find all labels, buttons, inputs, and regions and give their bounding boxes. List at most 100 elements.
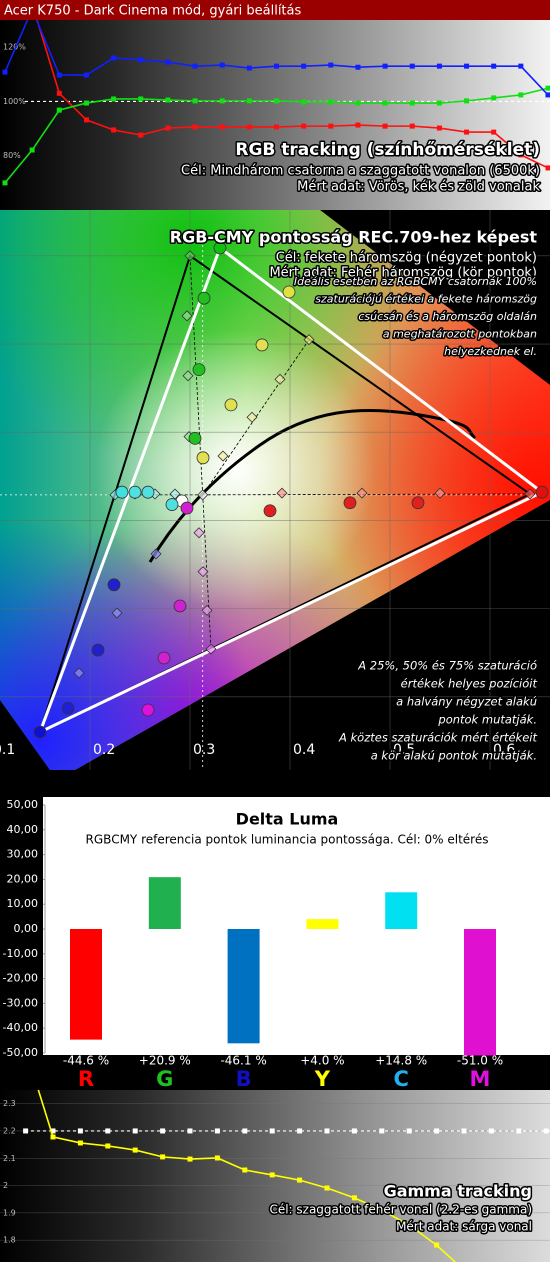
point [56, 90, 62, 96]
point [2, 180, 8, 186]
point [382, 123, 388, 129]
measured-point [188, 432, 202, 445]
point [545, 85, 550, 91]
header-title: Acer K750 - Dark Cinema mód, gyári beáll… [4, 4, 302, 19]
target-point [181, 310, 193, 322]
point [77, 1140, 83, 1146]
y-tick-label: 80% [3, 151, 21, 160]
point [214, 1155, 220, 1161]
value-label: +20.9 % [139, 1054, 191, 1068]
x-tick-label: 0.6 [493, 742, 515, 758]
point [297, 1177, 303, 1183]
point [219, 98, 225, 104]
measured-point [61, 701, 75, 715]
measured-point [535, 485, 549, 499]
bar [70, 929, 102, 1040]
y-tick-label: -50,00 [3, 1046, 38, 1059]
category-label: Y [314, 1067, 331, 1091]
y-tick-label: 100% [3, 97, 26, 106]
target-point [169, 488, 181, 500]
value-label: -51.0 % [457, 1054, 503, 1068]
point [83, 100, 89, 106]
x-tick-label: 0.5 [393, 742, 415, 758]
note: a meghatározott pontokban [383, 328, 537, 341]
point [56, 107, 62, 113]
point [2, 69, 8, 75]
point [301, 99, 307, 105]
target-point [205, 643, 217, 655]
point [132, 1147, 138, 1153]
note: helyezkednek el. [444, 345, 537, 358]
point [328, 99, 334, 105]
target-marker [77, 1128, 83, 1134]
value-label: +4.0 % [300, 1054, 344, 1068]
chart-title: RGB-CMY pontosság REC.709-hez képest [170, 228, 538, 247]
measured-point [141, 703, 155, 717]
note: A 25%, 50% és 75% szaturáció [357, 659, 537, 673]
y-tick-label: -40,00 [3, 1021, 38, 1034]
x-tick-label: 0.1 [0, 742, 15, 758]
x-tick-label: 0.4 [293, 742, 315, 758]
category-label: G [156, 1067, 173, 1091]
y-tick-label: 2.3 [3, 1099, 16, 1108]
target-marker [488, 1128, 494, 1134]
target-point [246, 411, 258, 423]
x-tick-label: 0.2 [93, 742, 115, 758]
target-point [274, 373, 286, 385]
bar [148, 877, 181, 929]
y-tick-label: 50,00 [7, 798, 39, 811]
measured-point [91, 643, 105, 657]
measured-point [107, 578, 121, 592]
category-label: M [470, 1067, 491, 1091]
measured-point [343, 496, 357, 510]
bar [464, 929, 496, 1056]
measured-point [165, 498, 179, 511]
gamut-background [0, 210, 550, 770]
target-point [356, 487, 368, 499]
target-point [150, 548, 162, 560]
annotation: Mért adat: Vörös, kék és zöld vonalak [297, 180, 540, 195]
point [111, 96, 117, 102]
note: Ideális esetben az RGBCMY csatornák 100% [294, 275, 537, 288]
category-label: B [236, 1067, 252, 1091]
point [436, 125, 442, 131]
target-point [111, 607, 123, 619]
note: csúcsán és a háromszög oldalán [358, 310, 537, 323]
target-point [524, 488, 536, 500]
annotation: Cél: Mindhárom csatorna a szaggatott von… [181, 164, 540, 179]
point [324, 1185, 330, 1191]
y-tick-label: 120% [3, 43, 26, 52]
target-marker [50, 1128, 56, 1134]
y-tick-label: 30,00 [7, 848, 39, 861]
target-marker [242, 1128, 248, 1134]
bar [306, 919, 339, 929]
point [138, 57, 144, 63]
point [246, 124, 252, 130]
value-label: -46.1 % [220, 1054, 266, 1068]
category-label: R [78, 1067, 94, 1091]
target-point [217, 450, 229, 462]
measured-point [128, 485, 142, 499]
target-marker [351, 1128, 357, 1134]
measured-point [115, 485, 129, 499]
target-point [434, 487, 446, 499]
saturation-guide [202, 493, 531, 496]
y-tick-label: 2.2 [3, 1126, 16, 1135]
point [491, 63, 497, 69]
chart-title: Gamma tracking [384, 1182, 532, 1201]
note: A köztes szaturációk mért értékeit [338, 731, 537, 745]
measured-point [180, 501, 194, 515]
point [192, 98, 198, 104]
point [409, 100, 415, 106]
target-marker [160, 1128, 166, 1134]
point [111, 127, 117, 133]
point [382, 63, 388, 69]
point [379, 1207, 385, 1213]
y-tick-label: 40,00 [7, 823, 39, 836]
point [56, 72, 62, 78]
point [436, 63, 442, 69]
target-marker [105, 1128, 111, 1134]
y-tick-label: 0,00 [14, 922, 39, 935]
point [436, 100, 442, 106]
